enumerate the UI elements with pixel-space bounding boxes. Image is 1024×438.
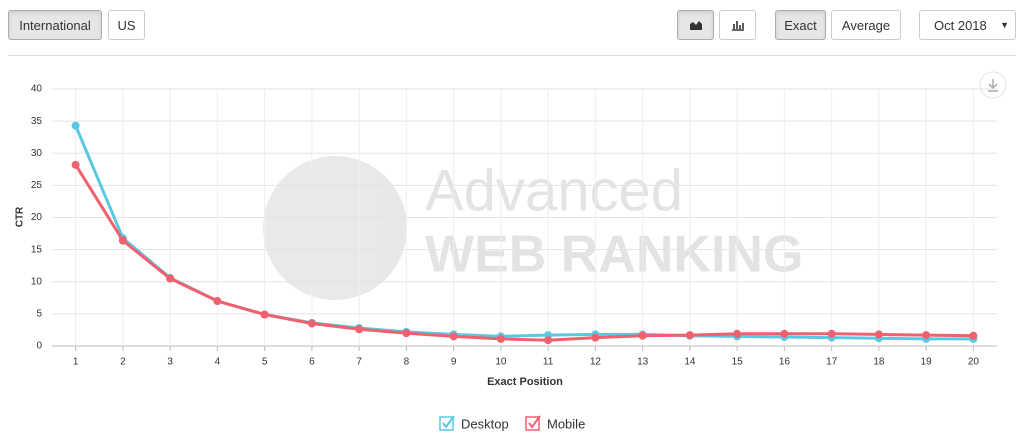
x-tick-label: 20 [968, 357, 980, 368]
data-point [402, 329, 411, 338]
x-tick-label: 2 [120, 357, 126, 368]
data-point [827, 329, 836, 338]
bar-icon [731, 21, 744, 31]
data-point [260, 310, 269, 319]
data-point [213, 297, 222, 306]
x-tick-label: 18 [873, 357, 885, 368]
data-point [307, 319, 316, 328]
watermark-globe [263, 156, 407, 300]
x-tick-label: 5 [262, 357, 268, 368]
x-tick-label: 1 [73, 357, 79, 368]
x-tick-label: 14 [684, 357, 696, 368]
x-tick-label: 15 [732, 357, 744, 368]
x-tick-label: 9 [451, 357, 457, 368]
date-select-text: Oct 2018 [934, 17, 987, 33]
date-select[interactable]: Oct 2018 ▼ [919, 10, 1016, 40]
area-chart-button[interactable] [677, 10, 714, 40]
watermark: Advanced WEB RANKING [263, 156, 803, 300]
legend-item[interactable]: Mobile [525, 415, 585, 431]
dropdown-arrow: ▼ [1000, 20, 1009, 30]
x-tick-label: 12 [590, 357, 602, 368]
data-point [71, 121, 80, 130]
x-tick-label: 17 [826, 357, 838, 368]
data-point [449, 332, 458, 341]
y-tick-label: 20 [31, 212, 43, 223]
y-tick-label: 40 [31, 84, 43, 95]
separator [8, 55, 1016, 56]
x-tick-label: 19 [921, 357, 933, 368]
y-tick-label: 0 [36, 341, 42, 352]
x-tick-label: 7 [356, 357, 362, 368]
x-tick-label: 10 [495, 357, 507, 368]
y-tick-label: 25 [31, 180, 43, 191]
mode-button[interactable]: Average [831, 10, 901, 40]
y-tick-label: 30 [31, 148, 43, 159]
data-point [733, 329, 742, 338]
data-point [166, 274, 175, 283]
x-tick-label: 13 [637, 357, 649, 368]
y-axis-title: CTR [15, 206, 26, 227]
watermark-text: Advanced [425, 158, 683, 223]
y-tick-label: 35 [31, 116, 43, 127]
y-tick-label: 10 [31, 276, 43, 287]
x-tick-label: 3 [167, 357, 173, 368]
region-button[interactable]: International [8, 10, 102, 40]
x-tick-label: 4 [215, 357, 221, 368]
data-point [922, 331, 931, 340]
data-point [638, 331, 647, 340]
legend-check [442, 415, 455, 429]
data-point [874, 330, 883, 339]
legend-label: Mobile [547, 416, 585, 431]
watermark-text: WEB RANKING [425, 226, 803, 284]
x-tick-label: 6 [309, 357, 315, 368]
data-point [591, 333, 600, 342]
x-axis-title: Exact Position [487, 376, 563, 388]
data-point [118, 236, 127, 245]
bar-chart-button[interactable] [719, 10, 756, 40]
legend-item[interactable]: Desktop [439, 415, 509, 431]
mode-button[interactable]: Exact [775, 10, 826, 40]
x-tick-label: 11 [543, 357, 554, 368]
data-point [780, 329, 789, 338]
x-tick-label: 8 [404, 357, 410, 368]
data-point [355, 325, 364, 334]
grid [52, 88, 997, 347]
data-point [544, 336, 553, 345]
data-point [969, 331, 978, 340]
y-tick-label: 5 [36, 309, 42, 320]
legend-label: Desktop [461, 416, 509, 431]
legend-check [528, 415, 541, 429]
region-button[interactable]: US [108, 10, 145, 40]
y-tick-label: 15 [31, 244, 43, 255]
data-point [496, 334, 505, 343]
download-icon [988, 79, 998, 92]
data-point [71, 160, 80, 169]
area-icon [689, 21, 702, 30]
x-tick-label: 16 [779, 357, 791, 368]
data-point [685, 331, 694, 340]
series-line [74, 164, 974, 342]
